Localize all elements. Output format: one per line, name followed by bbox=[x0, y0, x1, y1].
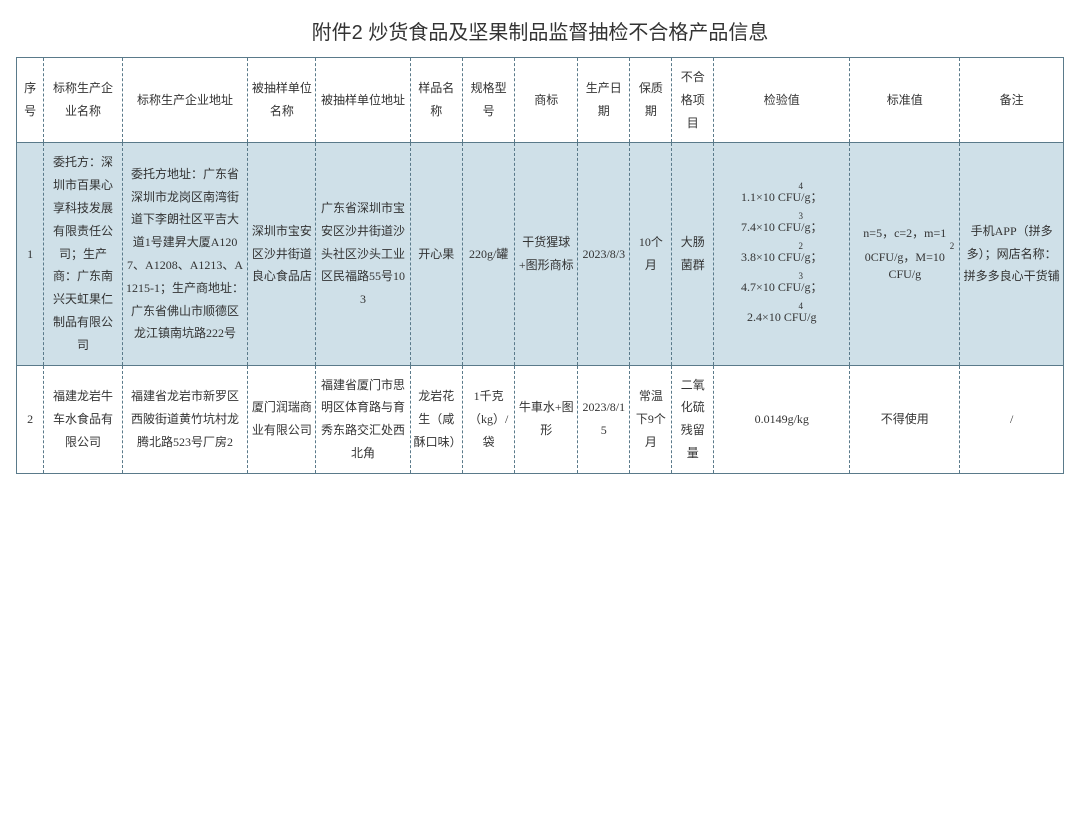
cell-prod-date: 2023/8/15 bbox=[578, 365, 630, 473]
column-header: 被抽样单位名称 bbox=[248, 58, 316, 143]
cell-sampled-unit: 厦门润瑞商业有限公司 bbox=[248, 365, 316, 473]
cell-spec: 1千克（kg）/袋 bbox=[462, 365, 514, 473]
cell-shelf-life: 10个月 bbox=[630, 143, 672, 365]
column-header: 规格型号 bbox=[462, 58, 514, 143]
column-header: 保质期 bbox=[630, 58, 672, 143]
cell-sampled-unit: 深圳市宝安区沙井街道良心食品店 bbox=[248, 143, 316, 365]
cell-seq: 1 bbox=[17, 143, 44, 365]
table-row: 1委托方：深圳市百果心享科技发展有限责任公司；生产商：广东南兴天虹果仁制品有限公… bbox=[17, 143, 1064, 365]
column-header: 标称生产企业名称 bbox=[44, 58, 123, 143]
cell-sampled-addr: 福建省厦门市思明区体育路与育秀东路交汇处西北角 bbox=[316, 365, 410, 473]
cell-fail-item: 大肠菌群 bbox=[672, 143, 714, 365]
column-header: 序号 bbox=[17, 58, 44, 143]
cell-test-value: 0.0149g/kg bbox=[714, 365, 850, 473]
page-title: 附件2 炒货食品及坚果制品监督抽检不合格产品信息 bbox=[16, 16, 1064, 45]
cell-standard-value: n=5，c=2，m=120CFU/g，M=10CFU/g bbox=[850, 143, 960, 365]
column-header: 检验值 bbox=[714, 58, 850, 143]
cell-remark: 手机APP（拼多多）；网店名称：拼多多良心干货铺 bbox=[960, 143, 1064, 365]
column-header: 商标 bbox=[515, 58, 578, 143]
column-header: 样品名称 bbox=[410, 58, 462, 143]
inspection-table: 序号标称生产企业名称标称生产企业地址被抽样单位名称被抽样单位地址样品名称规格型号… bbox=[16, 57, 1064, 474]
cell-test-value: 41.1×10 CFU/g；37.4×10 CFU/g；23.8×10 CFU/… bbox=[714, 143, 850, 365]
cell-prod-date: 2023/8/3 bbox=[578, 143, 630, 365]
cell-producer: 委托方：深圳市百果心享科技发展有限责任公司；生产商：广东南兴天虹果仁制品有限公司 bbox=[44, 143, 123, 365]
cell-seq: 2 bbox=[17, 365, 44, 473]
cell-trademark: 牛車水+图形 bbox=[515, 365, 578, 473]
cell-sample-name: 龙岩花生（咸酥口味） bbox=[410, 365, 462, 473]
cell-sample-name: 开心果 bbox=[410, 143, 462, 365]
cell-producer-addr: 委托方地址：广东省深圳市龙岗区南湾街道下李朗社区平吉大道1号建昇大厦A1207、… bbox=[122, 143, 248, 365]
cell-fail-item: 二氧化硫残留量 bbox=[672, 365, 714, 473]
cell-producer-addr: 福建省龙岩市新罗区西陂街道黄竹坑村龙腾北路523号厂房2 bbox=[122, 365, 248, 473]
cell-producer: 福建龙岩牛车水食品有限公司 bbox=[44, 365, 123, 473]
column-header: 生产日期 bbox=[578, 58, 630, 143]
cell-shelf-life: 常温下9个月 bbox=[630, 365, 672, 473]
cell-remark: / bbox=[960, 365, 1064, 473]
cell-spec: 220g/罐 bbox=[462, 143, 514, 365]
table-header-row: 序号标称生产企业名称标称生产企业地址被抽样单位名称被抽样单位地址样品名称规格型号… bbox=[17, 58, 1064, 143]
cell-trademark: 干货猩球+图形商标 bbox=[515, 143, 578, 365]
cell-sampled-addr: 广东省深圳市宝安区沙井街道沙头社区沙头工业区民福路55号103 bbox=[316, 143, 410, 365]
column-header: 标称生产企业地址 bbox=[122, 58, 248, 143]
table-row: 2福建龙岩牛车水食品有限公司福建省龙岩市新罗区西陂街道黄竹坑村龙腾北路523号厂… bbox=[17, 365, 1064, 473]
column-header: 备注 bbox=[960, 58, 1064, 143]
cell-standard-value: 不得使用 bbox=[850, 365, 960, 473]
column-header: 被抽样单位地址 bbox=[316, 58, 410, 143]
column-header: 标准值 bbox=[850, 58, 960, 143]
column-header: 不合格项目 bbox=[672, 58, 714, 143]
